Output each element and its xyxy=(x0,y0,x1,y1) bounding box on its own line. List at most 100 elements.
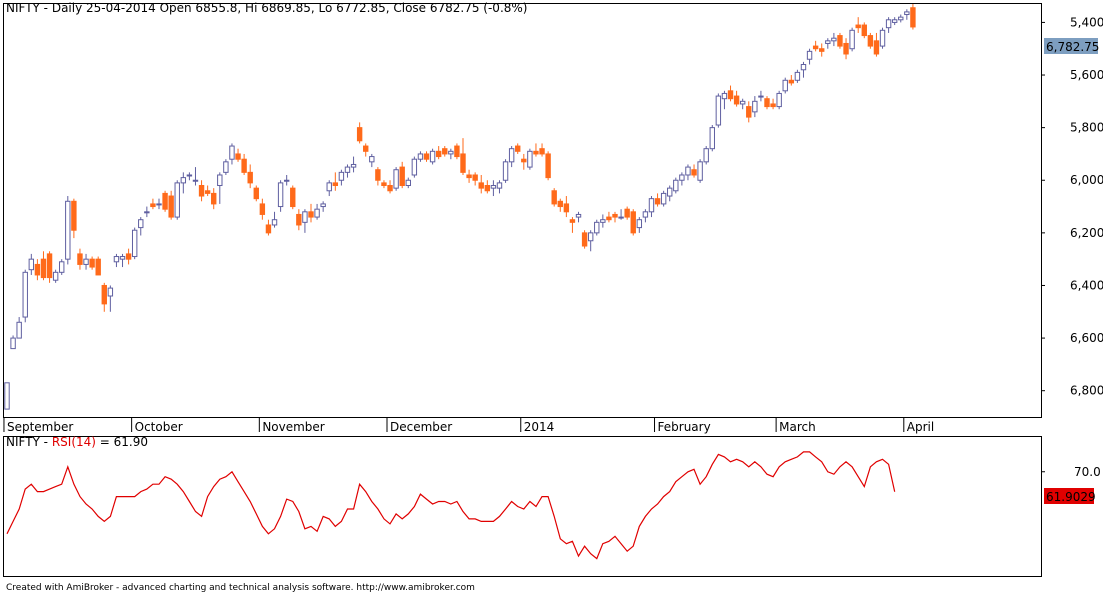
candle xyxy=(752,96,758,118)
candle xyxy=(569,217,576,233)
candle xyxy=(527,148,533,170)
candle xyxy=(770,98,776,110)
candle xyxy=(794,69,801,83)
candle xyxy=(673,177,679,194)
candle xyxy=(168,190,174,220)
month-label: 2014 xyxy=(524,420,555,434)
candle xyxy=(271,211,278,228)
candle xyxy=(259,198,266,220)
rsi-value-label: 61.9029 xyxy=(1046,490,1096,504)
month-label: February xyxy=(658,420,711,434)
candle xyxy=(648,196,655,218)
candle xyxy=(454,143,460,160)
candle xyxy=(4,382,10,410)
candle xyxy=(642,209,649,223)
candle xyxy=(764,96,770,110)
candle xyxy=(265,219,272,236)
price-y-tick-label: 6,600 xyxy=(1070,331,1103,345)
candle xyxy=(52,269,59,283)
candle xyxy=(727,85,734,102)
candle xyxy=(515,143,521,154)
candle xyxy=(496,180,503,194)
candle xyxy=(192,167,199,186)
candle xyxy=(618,209,624,220)
candle xyxy=(867,32,874,49)
candle xyxy=(356,122,363,144)
candle xyxy=(679,172,685,186)
candle xyxy=(46,251,53,283)
candle xyxy=(587,230,594,252)
candle xyxy=(885,17,892,33)
candle xyxy=(581,230,588,249)
candle xyxy=(861,22,867,39)
candle xyxy=(819,43,825,57)
price-y-tick-label: 6,200 xyxy=(1070,226,1103,240)
candle xyxy=(198,180,205,202)
candle xyxy=(131,227,138,260)
candle xyxy=(144,206,150,218)
candle xyxy=(417,151,424,162)
candle xyxy=(150,198,156,210)
candle xyxy=(369,153,375,168)
candle xyxy=(40,251,47,281)
candle xyxy=(855,17,861,33)
candle xyxy=(606,211,612,223)
candle xyxy=(739,98,746,110)
price-y-tick-label: 5,400 xyxy=(1070,15,1103,29)
rsi-line xyxy=(6,451,896,560)
month-label: December xyxy=(390,420,452,434)
candle xyxy=(904,9,910,20)
candle xyxy=(423,151,430,162)
candle xyxy=(594,219,600,236)
candle xyxy=(429,148,436,165)
candle xyxy=(460,138,466,175)
candle xyxy=(575,211,582,223)
rsi-chart-title: NIFTY - RSI(14) = 61.90 xyxy=(6,435,148,449)
price-chart-title: NIFTY - Daily 25-04-2014 Open 6855.8, Hi… xyxy=(6,1,527,15)
candle xyxy=(873,32,880,57)
candle xyxy=(502,159,509,183)
candle xyxy=(405,177,411,189)
candle xyxy=(806,48,813,65)
candle xyxy=(630,209,636,236)
candle xyxy=(557,198,563,212)
month-label: October xyxy=(135,420,183,434)
candle xyxy=(363,143,369,157)
last-price-badge: 6,782.75 xyxy=(1044,38,1099,54)
candle xyxy=(283,174,290,186)
candle xyxy=(782,77,788,94)
candle xyxy=(411,156,418,178)
candle xyxy=(83,253,89,270)
candle xyxy=(812,40,819,52)
candle xyxy=(326,180,332,197)
candle xyxy=(34,259,41,281)
month-label: March xyxy=(779,420,816,434)
candle xyxy=(667,185,673,202)
candle xyxy=(247,164,253,189)
rsi-value-badge: 61.9029 xyxy=(1044,488,1096,504)
candle xyxy=(332,172,339,191)
candle xyxy=(709,125,715,152)
candle xyxy=(338,169,345,186)
rsi-y-axis: 70.0 xyxy=(1041,465,1101,479)
month-axis: September October November December 2014 Febr… xyxy=(3,417,934,434)
candle xyxy=(101,282,107,312)
candlestick-series xyxy=(4,4,916,410)
candle xyxy=(660,190,667,207)
candle xyxy=(758,90,764,102)
candle xyxy=(825,38,831,49)
candle xyxy=(484,180,491,194)
candle xyxy=(624,206,630,220)
candle xyxy=(898,14,904,23)
candle xyxy=(533,143,539,157)
candle xyxy=(65,196,71,265)
candle xyxy=(636,217,643,233)
candle xyxy=(448,148,454,160)
candle xyxy=(399,161,405,189)
candle xyxy=(10,335,16,350)
candle xyxy=(393,167,399,191)
month-label: April xyxy=(907,420,934,434)
rsi-pane xyxy=(3,436,1042,577)
candle xyxy=(442,146,448,157)
